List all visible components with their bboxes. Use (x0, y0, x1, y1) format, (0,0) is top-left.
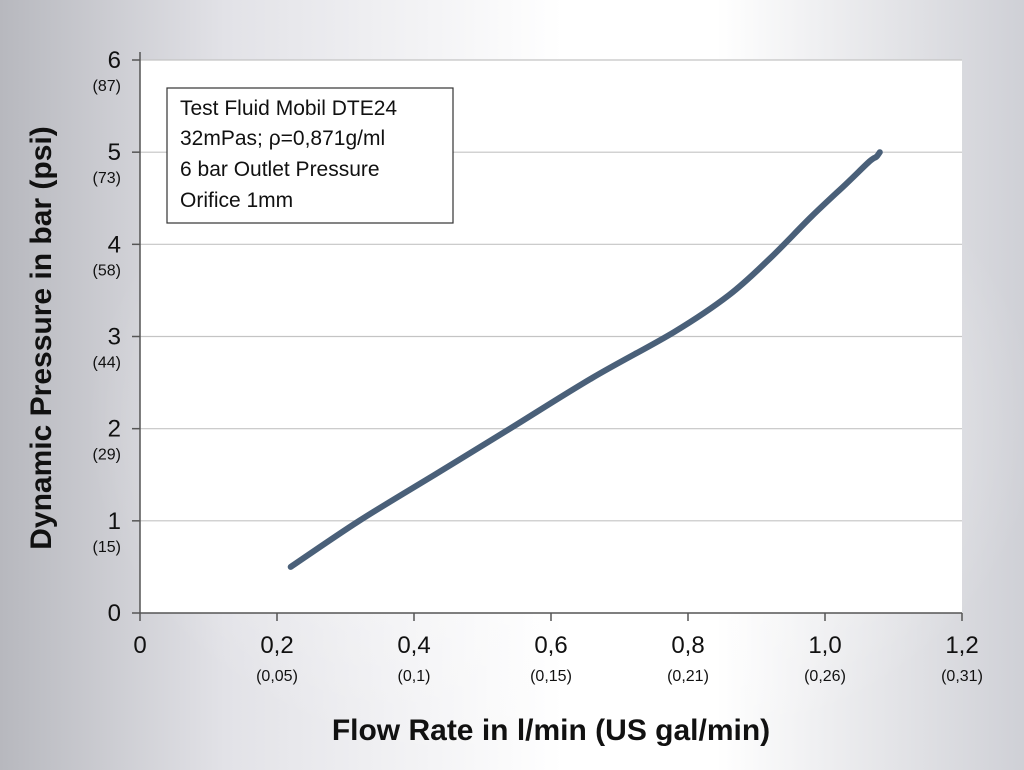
y-tick-label: 6 (108, 47, 121, 74)
y-tick-sublabel: (15) (93, 539, 121, 556)
x-tick-sublabel: (0,05) (256, 668, 298, 685)
x-tick-sublabel: (0,31) (941, 668, 983, 685)
series-line (287, 149, 883, 570)
x-tick-sublabel: (0,26) (804, 668, 846, 685)
annotation-line: 6 bar Outlet Pressure (180, 158, 380, 181)
y-tick-sublabel: (87) (93, 78, 121, 95)
x-tick-label: 0,8 (671, 632, 704, 659)
series-layer (287, 149, 883, 570)
axes (132, 52, 963, 621)
y-tick-sublabel: (44) (93, 355, 121, 372)
x-tick-label: 1,0 (808, 632, 841, 659)
x-tick-sublabel: (0,1) (398, 668, 431, 685)
x-tick-label: 1,2 (945, 632, 978, 659)
x-tick-label: 0 (133, 632, 146, 659)
annotation-box: Test Fluid Mobil DTE24 32mPas; ρ=0,871g/… (166, 87, 454, 224)
y-tick-sublabel: (29) (93, 447, 121, 464)
x-tick-sublabel: (0,21) (667, 668, 709, 685)
y-tick-sublabel: (58) (93, 262, 121, 279)
annotation-line: Orifice 1mm (180, 189, 293, 212)
y-tick-label: 4 (108, 231, 121, 258)
x-tick-sublabel: (0,15) (530, 668, 572, 685)
y-axis-title: Dynamic Pressure in bar (psi) (25, 126, 58, 550)
annotation-line: 32mPas; ρ=0,871g/ml (180, 127, 385, 150)
gridlines (140, 59, 962, 522)
y-tick-label: 5 (108, 139, 121, 166)
y-tick-label: 0 (108, 600, 121, 627)
y-tick-label: 1 (108, 508, 121, 535)
x-tick-label: 0,6 (534, 632, 567, 659)
y-tick-sublabel: (73) (93, 170, 121, 187)
y-tick-label: 2 (108, 416, 121, 443)
y-tick-label: 3 (108, 324, 121, 351)
x-tick-label: 0,2 (260, 632, 293, 659)
x-tick-label: 0,4 (397, 632, 430, 659)
annotation-line: Test Fluid Mobil DTE24 (180, 97, 397, 120)
x-axis-title: Flow Rate in l/min (US gal/min) (332, 714, 770, 747)
tick-labels: 0 1 (15) 2 (29) 3 (44) 4 (58) 5 (73) 6 (87) 0 0,2 (0,05… (93, 47, 983, 685)
